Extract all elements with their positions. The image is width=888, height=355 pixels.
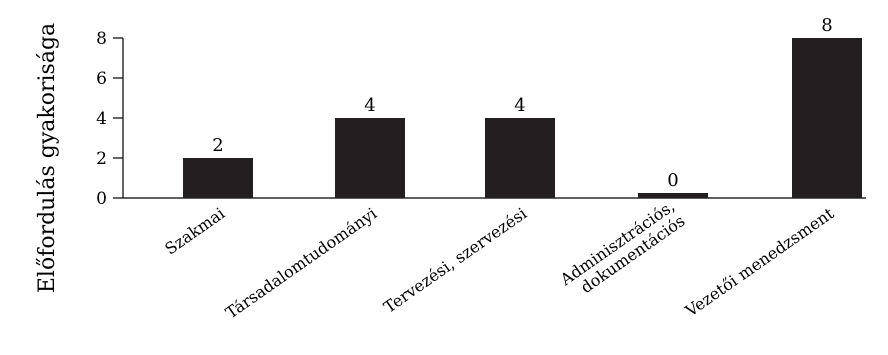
x-category-label-line: Szakmai [161,204,228,259]
x-category-label: Tervezési, szervezési [380,204,530,317]
x-category-label-line: Vezetői menedzsment [681,203,838,321]
x-category-label: Vezetői menedzsment [681,203,838,321]
bar [335,118,405,198]
bar [792,38,862,198]
x-category-label: Szakmai [161,204,228,259]
bar-value-label: 8 [821,15,832,36]
y-tick-label: 4 [96,109,107,129]
bar-value-label: 2 [212,135,223,156]
y-tick-label: 6 [96,69,107,89]
x-category-label-line: Tervezési, szervezési [380,204,530,317]
y-tick-label: 2 [96,149,107,169]
bar [183,158,253,198]
bar-value-label: 4 [514,95,525,116]
x-category-label: Társadalomtudományi [222,204,380,323]
bar-value-label: 4 [364,95,375,116]
bar [485,118,555,198]
bar-value-label: 0 [667,170,678,191]
y-tick-label: 0 [96,189,107,209]
bar [638,193,708,198]
y-axis-title: Előfordulás gyakorisága [35,23,60,293]
bars: 2 4 4 0 8 [183,15,862,198]
y-tick-label: 8 [96,29,107,49]
x-category-label: Adminisztrációs,dokumentációs [556,196,688,304]
x-category-label-line: Társadalomtudományi [222,204,380,323]
y-ticks: 0 2 4 6 8 [96,29,123,209]
